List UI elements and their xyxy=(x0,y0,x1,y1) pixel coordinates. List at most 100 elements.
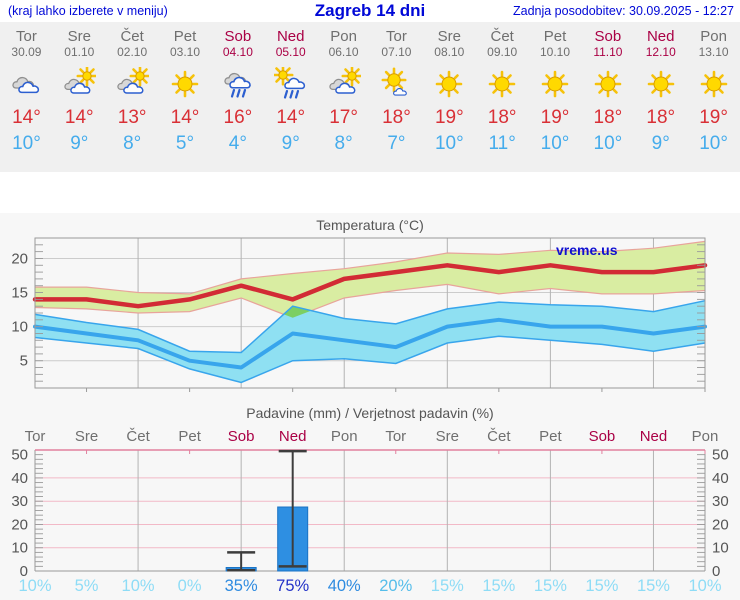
max-temperature: 14° xyxy=(64,107,94,128)
day-name: Sre xyxy=(67,28,91,45)
precip-probability-label: 15% xyxy=(637,577,670,595)
precip-probability-label: 10% xyxy=(18,577,51,595)
forecast-day-column: Tor 30.09 14° 10° xyxy=(0,22,53,172)
forecast-day-column: Pon 13.10 19° 10° xyxy=(687,22,740,172)
precip-y-tick-label-left: 40 xyxy=(11,470,28,487)
weather-icon-partly xyxy=(53,67,106,105)
forecast-day-column: Sob 11.10 18° 10° xyxy=(581,22,634,172)
day-date: 12.10 xyxy=(645,45,676,59)
max-temperature: 18° xyxy=(382,107,411,128)
day-date: 06.10 xyxy=(328,45,359,59)
temp-y-tick-label: 20 xyxy=(11,250,28,267)
max-temperature: 18° xyxy=(646,107,676,128)
min-temperature: 9° xyxy=(281,133,300,154)
precip-probability-label: 15% xyxy=(534,577,567,595)
weather-icon-partly xyxy=(317,67,370,105)
temperature-chart-title: Temperatura (°C) xyxy=(316,217,424,233)
min-temperature: 10° xyxy=(699,133,728,154)
precip-y-tick-label-right: 0 xyxy=(712,563,720,580)
max-temperature: 19° xyxy=(434,107,464,128)
max-temperature: 14° xyxy=(12,107,41,128)
forecast-day-column: Sob 04.10 16° 4° xyxy=(211,22,264,172)
min-range-lower-edge xyxy=(34,335,706,384)
precip-day-label: Tor xyxy=(385,428,406,445)
day-name: Pet xyxy=(543,28,567,45)
precip-probability-label: 75% xyxy=(276,577,309,595)
min-temperature: 5° xyxy=(175,133,195,154)
day-date: 05.10 xyxy=(275,45,306,59)
day-date: 04.10 xyxy=(222,45,253,59)
precip-probability-label: 40% xyxy=(328,577,361,595)
precip-day-label: Ned xyxy=(279,428,307,445)
day-name: Tor xyxy=(386,28,407,45)
day-name: Čet xyxy=(120,28,144,45)
min-temperature: 10° xyxy=(540,133,570,154)
precip-y-tick-label-left: 0 xyxy=(20,563,28,580)
weather-icon-sunny xyxy=(476,67,529,105)
precip-y-tick-label-right: 40 xyxy=(712,470,729,487)
precip-y-tick-label-left: 30 xyxy=(11,493,28,510)
precip-probability-label: 15% xyxy=(482,577,515,595)
precip-day-label: Sob xyxy=(228,428,255,445)
precip-y-tick-label-right: 10 xyxy=(712,540,729,557)
forecast-day-column: Pet 10.10 19° 10° xyxy=(529,22,582,172)
day-name: Sob xyxy=(224,28,252,45)
precip-y-tick-label-right: 30 xyxy=(712,493,729,510)
min-temperature: 10° xyxy=(593,133,623,154)
day-date: 01.10 xyxy=(64,45,95,59)
day-name: Ned xyxy=(276,28,305,45)
min-temperature: 8° xyxy=(123,133,142,154)
temp-y-tick-label: 10 xyxy=(11,319,28,336)
max-temperature: 19° xyxy=(699,107,728,128)
weather-icon-cloudy xyxy=(0,67,53,105)
location-menu-hint: (kraj lahko izberete v meniju) xyxy=(8,4,168,18)
precipitation-chart: 0 0 10 10 20 20 30 30 40 40 50 50 Tor Sre Čet Pet Sob Ned… xyxy=(11,428,729,595)
max-temperature: 18° xyxy=(487,107,517,128)
precip-day-label: Pon xyxy=(692,428,719,445)
day-date: 09.10 xyxy=(487,45,518,59)
min-temperature-line xyxy=(33,317,707,370)
max-range-upper-edge xyxy=(35,240,706,295)
weather-icon-mostly-sunny xyxy=(370,67,423,105)
min-temperature: 11° xyxy=(488,133,516,154)
header: (kraj lahko izberete v meniju) Zagreb 14… xyxy=(0,0,740,22)
weather-icon-sunny xyxy=(581,67,634,105)
precipitation-chart-title: Padavine (mm) / Verjetnost padavin (%) xyxy=(246,405,494,421)
day-name: Sre xyxy=(437,28,461,45)
max-temp-range-band xyxy=(35,241,705,318)
weather-icon-sun-rain xyxy=(264,67,317,105)
precip-day-label: Čet xyxy=(487,428,511,445)
day-name: Pet xyxy=(173,28,197,45)
weather-icon-sunny xyxy=(159,67,212,105)
forecast-day-column: Čet 09.10 18° 11° xyxy=(476,22,529,172)
precip-probability-label: 5% xyxy=(75,577,99,595)
day-name: Pon xyxy=(330,28,357,45)
temp-y-tick-label: 15 xyxy=(11,285,28,302)
max-range-lower-edge xyxy=(34,283,706,319)
temp-y-tick-label: 5 xyxy=(20,353,28,370)
forecast-day-column: Sre 08.10 19° 10° xyxy=(423,22,476,172)
weather-icon-sunny xyxy=(529,67,582,105)
precip-probability-label: 10% xyxy=(122,577,155,595)
max-temperature: 13° xyxy=(117,107,147,128)
day-name: Čet xyxy=(490,28,514,45)
day-date: 03.10 xyxy=(169,45,201,59)
weather-icon-sunny xyxy=(634,67,687,105)
precip-day-label: Pet xyxy=(539,428,562,445)
forecast-day-column: Tor 07.10 18° 7° xyxy=(370,22,423,172)
forecast-day-column: Sre 01.10 14° 9° xyxy=(53,22,106,172)
day-date: 13.10 xyxy=(698,45,729,59)
min-temperature: 7° xyxy=(387,133,406,154)
max-temperature: 19° xyxy=(540,107,570,128)
watermark: vreme.us xyxy=(556,242,618,258)
max-temperature-line xyxy=(32,263,708,309)
precip-day-label: Sob xyxy=(589,428,616,445)
day-date: 07.10 xyxy=(381,45,412,59)
min-temperature: 9° xyxy=(70,133,89,154)
precip-probability-label: 10% xyxy=(688,577,721,595)
min-temperature: 9° xyxy=(651,133,670,154)
precip-y-tick-label-left: 20 xyxy=(11,516,28,533)
day-date: 08.10 xyxy=(434,45,465,59)
last-updated: Zadnja posodobitev: 30.09.2025 - 12:27 xyxy=(512,4,734,18)
min-temperature: 4° xyxy=(228,133,247,154)
